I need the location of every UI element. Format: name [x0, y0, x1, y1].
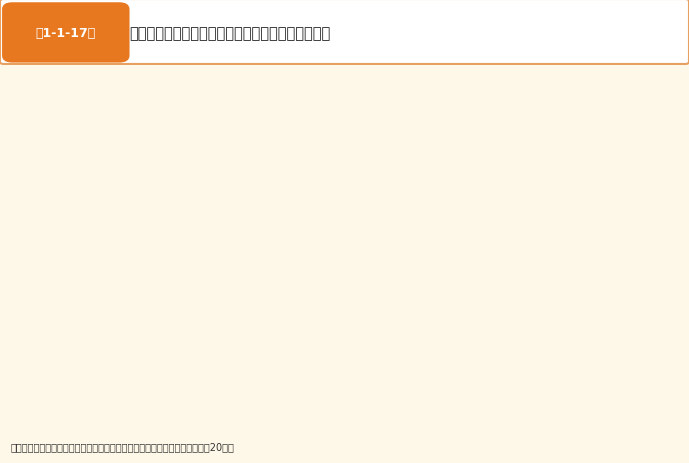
Text: 2000: 2000	[161, 412, 187, 422]
Text: 産婦人科、産科を標ぼうする一般病院数の年次推移: 産婦人科、産科を標ぼうする一般病院数の年次推移	[130, 26, 331, 41]
Text: 12: 12	[167, 425, 181, 434]
Bar	[613, 157, 648, 185]
Bar	[555, 150, 591, 184]
Text: 177: 177	[648, 122, 675, 152]
Bar	[271, 115, 306, 149]
Text: '03: '03	[338, 412, 353, 422]
Bar	[214, 144, 249, 394]
Text: 19: 19	[566, 425, 580, 434]
Text: 1999: 1999	[104, 412, 131, 422]
Bar	[499, 144, 534, 174]
Text: 1,319: 1,319	[590, 114, 636, 144]
Bar	[328, 123, 363, 154]
Text: 平成11年: 平成11年	[101, 425, 134, 434]
Text: 18: 18	[510, 425, 523, 434]
Text: 15: 15	[339, 425, 352, 434]
Text: 13: 13	[225, 425, 238, 434]
Text: 17: 17	[453, 425, 466, 434]
Text: '05: '05	[451, 412, 467, 422]
Bar	[156, 102, 192, 138]
Bar	[156, 138, 192, 394]
Text: '04: '04	[394, 412, 410, 422]
Bar	[100, 93, 135, 130]
Bar	[442, 138, 477, 170]
Bar	[328, 154, 363, 394]
Bar	[499, 174, 534, 394]
Text: '07: '07	[565, 412, 582, 422]
Bar	[384, 161, 420, 394]
Text: '08: '08	[622, 412, 638, 422]
Text: 各年10月1日現在: 各年10月1日現在	[618, 60, 675, 70]
Bar	[442, 170, 477, 394]
Bar	[555, 184, 591, 394]
Text: 資料：厚生労働省「医療施設（静態・動態）調査・病院報告の概況」（平成20年）: 資料：厚生労働省「医療施設（静態・動態）調査・病院報告の概況」（平成20年）	[10, 441, 234, 451]
Bar	[100, 130, 135, 394]
Bar	[613, 185, 648, 394]
Text: '06: '06	[508, 412, 524, 422]
Text: 産婦人科: 産婦人科	[405, 100, 471, 172]
Text: 16: 16	[395, 425, 409, 434]
Text: '01: '01	[223, 412, 239, 422]
Text: 20: 20	[624, 425, 637, 434]
Bar	[271, 149, 306, 394]
Bar	[384, 131, 420, 161]
Bar	[214, 108, 249, 144]
Text: 14: 14	[282, 425, 295, 434]
Text: 第1-1-17図: 第1-1-17図	[35, 27, 96, 40]
Text: 産科: 産科	[343, 91, 399, 131]
Text: （施設）: （施設）	[21, 63, 48, 73]
Text: '02: '02	[280, 412, 296, 422]
